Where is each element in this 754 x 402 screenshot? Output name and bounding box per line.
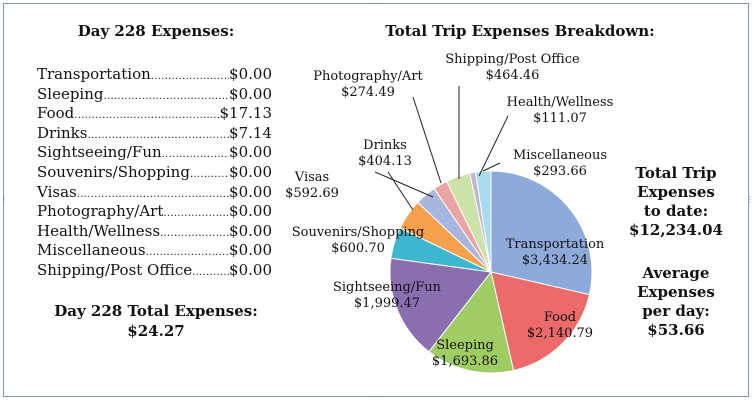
average-label-3: per day:: [642, 302, 710, 320]
chart-frame: [3, 3, 749, 397]
leader-line: [374, 171, 434, 198]
leader-line: [412, 96, 442, 184]
pie-slice-sleeping: [428, 270, 515, 374]
daily-total-label: Day 228 Total Expenses:: [54, 302, 258, 320]
slice-label-sightseeing: Sightseeing/Fun $1,999.47: [332, 280, 442, 311]
leader-line: [482, 162, 501, 172]
expense-row: Sleeping $0.00: [37, 85, 272, 105]
slice-label-drinks: Drinks $404.13: [358, 138, 412, 169]
expense-label: Sightseeing/Fun: [37, 143, 162, 162]
average-value: $53.66: [647, 321, 705, 339]
pie-slice-food: [490, 271, 591, 372]
expense-label: Sleeping: [37, 84, 104, 103]
expense-value: $0.00: [229, 202, 272, 221]
total-trip-expenses-block: Total Trip Expenses to date: $12,234.04: [608, 164, 744, 240]
slice-label-food: Food $2,140.79: [526, 310, 594, 341]
total-trip-label-2: Expenses: [637, 183, 715, 201]
top-resize-handle[interactable]: ⋯: [372, 0, 380, 8]
average-label-2: Expenses: [637, 283, 715, 301]
total-trip-value: $12,234.04: [629, 221, 723, 239]
slice-label-health: Health/Wellness $111.07: [506, 95, 614, 126]
average-label-1: Average: [642, 264, 710, 282]
slice-label-miscellaneous: Miscellaneous $293.66: [512, 148, 608, 179]
slice-label-photography: Photography/Art $274.49: [313, 69, 423, 100]
expense-row: Sightseeing/Fun $0.00: [37, 143, 272, 163]
expense-label: Visas: [37, 182, 77, 201]
total-trip-label-3: to date:: [643, 202, 709, 220]
slice-label-souvenirs: Souvenirs/Shopping $600.70: [291, 225, 425, 256]
expense-label: Transportation: [37, 65, 151, 83]
average-expenses-block: Average Expenses per day: $53.66: [608, 264, 744, 340]
pie-slice-transportation: [490, 170, 593, 296]
daily-total-value: $24.27: [127, 322, 185, 340]
slice-label-visas: Visas $592.69: [285, 170, 339, 201]
slice-label-shipping: Shipping/Post Office $464.46: [445, 52, 580, 83]
leader-line: [478, 115, 509, 177]
expense-row: Health/Wellness $0.00: [37, 222, 272, 242]
expense-row: Miscellaneous $0.00: [37, 241, 272, 261]
expense-row: Visas $0.00: [37, 183, 272, 203]
expense-value: $0.00: [229, 260, 272, 279]
daily-expenses-title: Day 228 Expenses:: [77, 22, 235, 40]
expense-label: Photography/Art: [37, 202, 164, 221]
expense-label: Food: [37, 104, 75, 123]
right-resize-handle[interactable]: ⋮: [746, 195, 754, 204]
expense-label: Miscellaneous: [37, 241, 146, 260]
expense-value: $0.00: [229, 162, 272, 181]
expense-value: $0.00: [229, 143, 272, 162]
expense-value: $0.00: [229, 221, 272, 240]
bottom-resize-handle[interactable]: ⋯: [372, 392, 380, 401]
pie-slice-sightseeing: [389, 257, 492, 353]
expense-row: Shipping/Post Office $0.00: [37, 261, 272, 281]
total-trip-label-1: Total Trip: [635, 164, 717, 182]
expense-row: Photography/Art $0.00: [37, 202, 272, 222]
expense-row: Souvenirs/Shopping $0.00: [37, 163, 272, 183]
expense-value: $0.00: [229, 241, 272, 260]
expense-label: Souvenirs/Shopping: [37, 162, 190, 181]
expense-value: $0.00: [229, 65, 272, 83]
expense-value: $17.13: [219, 104, 273, 123]
slice-label-sleeping: Sleeping $1,693.86: [431, 338, 499, 369]
chart-title: Total Trip Expenses Breakdown:: [385, 22, 655, 40]
expense-label: Shipping/Post Office: [37, 260, 193, 279]
daily-expense-list: Transportation $0.00 Sleeping $0.00 Food $1…: [37, 65, 272, 281]
expense-row: Transportation $0.00: [37, 65, 272, 85]
expense-label: Drinks: [37, 123, 88, 142]
expense-row: Drinks $7.14: [37, 124, 272, 144]
slice-label-transportation: Transportation $3,434.24: [505, 237, 605, 268]
expense-value: $7.14: [229, 123, 272, 142]
leader-line: [387, 171, 414, 211]
left-resize-handle[interactable]: ⋮: [0, 195, 8, 204]
expense-value: $0.00: [229, 182, 272, 201]
expense-value: $0.00: [229, 84, 272, 103]
expense-row: Food $17.13: [37, 104, 272, 124]
expense-label: Health/Wellness: [37, 221, 161, 240]
